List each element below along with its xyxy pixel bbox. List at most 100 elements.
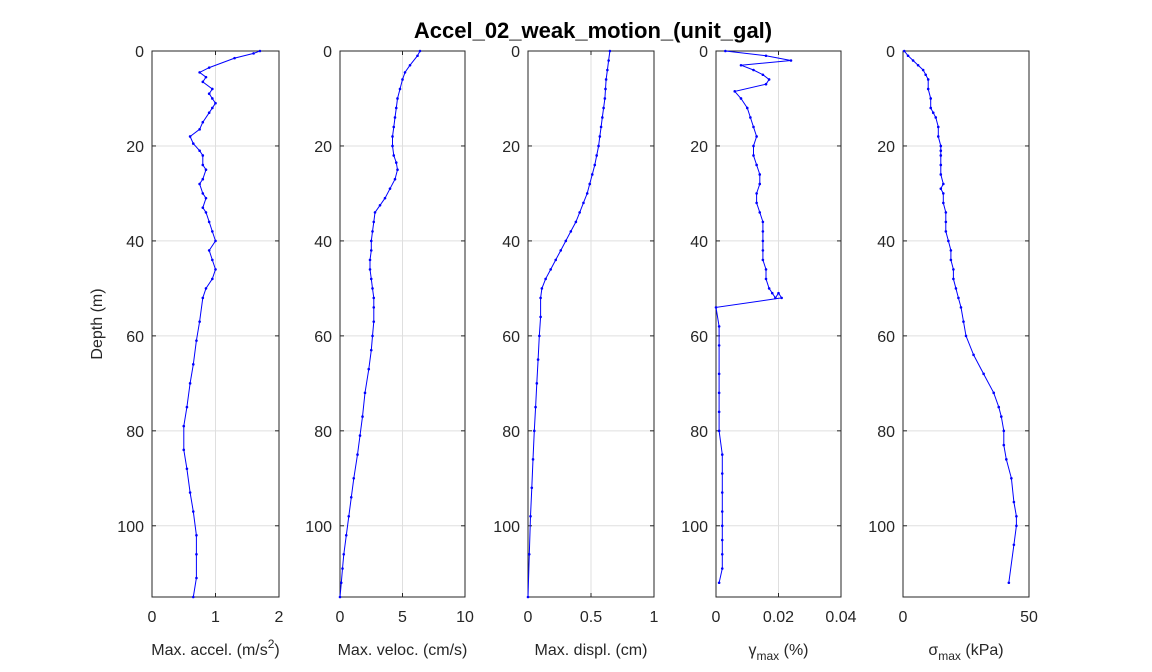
data-point: [601, 116, 604, 119]
data-point: [201, 80, 205, 84]
y-tick-label: 20: [126, 139, 144, 156]
data-point: [761, 239, 765, 243]
x-tick-label: 50: [1020, 609, 1038, 626]
data-point: [764, 82, 768, 86]
data-point: [939, 154, 943, 157]
data-point: [588, 182, 592, 186]
data-point: [371, 287, 374, 290]
data-point: [739, 97, 743, 100]
data-point: [767, 78, 771, 81]
data-point: [767, 287, 771, 290]
data-point: [526, 595, 530, 599]
x-tick-label: 10: [456, 609, 474, 626]
data-point: [777, 291, 780, 295]
data-point: [367, 367, 371, 371]
data-point: [188, 491, 192, 494]
data-point: [198, 320, 201, 323]
data-point: [902, 49, 906, 53]
data-point: [606, 68, 609, 72]
data-point: [1005, 458, 1008, 461]
data-point: [338, 595, 342, 599]
data-point: [947, 239, 950, 243]
data-point: [739, 63, 743, 67]
x-tick-label: 0: [148, 609, 157, 626]
data-point: [720, 453, 724, 456]
panel-5: 0 50 0 20 40 60 80 100 σmax (kPa): [868, 44, 1038, 663]
data-point: [774, 296, 777, 300]
data-point: [939, 149, 943, 153]
data-point: [182, 448, 186, 452]
data-point: [191, 595, 195, 599]
data-point: [1002, 443, 1006, 447]
data-point: [527, 552, 531, 556]
data-point: [720, 552, 724, 556]
data-point: [959, 306, 963, 309]
y-tick-label: 60: [877, 329, 895, 346]
data-point: [554, 258, 558, 262]
data-point: [944, 211, 948, 214]
data-point: [371, 230, 374, 233]
data-point: [559, 249, 563, 252]
y-tick-label: 60: [502, 329, 520, 346]
data-point: [752, 144, 755, 148]
x-axis-label: γmax (%): [749, 642, 809, 663]
data-point: [352, 477, 356, 480]
data-point: [198, 71, 201, 74]
data-point: [214, 239, 217, 243]
data-point: [949, 249, 953, 252]
data-point: [191, 363, 195, 366]
data-point: [207, 111, 211, 115]
y-tick-label: 0: [886, 44, 895, 61]
x-tick-label: 5: [398, 609, 407, 626]
data-point: [717, 325, 721, 328]
data-point: [604, 87, 607, 91]
data-point: [585, 192, 589, 195]
data-point: [764, 268, 768, 271]
y-tick-label: 80: [877, 424, 895, 441]
data-point: [755, 135, 758, 138]
data-point: [182, 424, 186, 428]
data-point: [752, 125, 755, 129]
data-point: [608, 49, 612, 53]
data-point: [372, 306, 376, 309]
data-point: [201, 154, 205, 157]
data-point: [921, 68, 925, 72]
data-point: [926, 87, 930, 91]
data-point: [939, 144, 943, 148]
data-point: [752, 154, 755, 157]
data-point: [204, 168, 208, 171]
data-point: [954, 287, 958, 290]
data-point: [549, 268, 552, 271]
x-tick-label: 0.5: [580, 609, 602, 626]
x-axis-label: Max. veloc. (cm/s): [338, 642, 468, 659]
data-point: [593, 163, 597, 167]
data-point: [952, 268, 955, 271]
data-point: [926, 78, 930, 81]
x-tick-label: 1: [211, 609, 220, 626]
y-tick-label: 100: [681, 519, 708, 536]
y-tick-label: 60: [314, 329, 332, 346]
data-point: [764, 277, 768, 281]
data-point: [1012, 500, 1016, 504]
data-point: [392, 154, 396, 157]
data-point: [936, 125, 940, 129]
data-point: [529, 514, 532, 518]
data-point: [597, 144, 600, 148]
y-tick-label: 20: [877, 139, 895, 156]
data-point: [761, 220, 765, 224]
data-point: [939, 187, 943, 190]
data-point: [544, 277, 547, 281]
data-point: [944, 220, 948, 224]
y-tick-label: 40: [690, 234, 708, 251]
data-point: [195, 533, 198, 537]
data-point: [578, 211, 581, 214]
data-point: [204, 287, 208, 290]
data-point: [598, 135, 602, 138]
data-point: [595, 154, 598, 157]
y-tick-label: 80: [690, 424, 708, 441]
y-tick-label: 40: [126, 234, 144, 251]
data-point: [393, 177, 397, 181]
data-point: [403, 71, 407, 74]
data-point: [372, 320, 376, 323]
